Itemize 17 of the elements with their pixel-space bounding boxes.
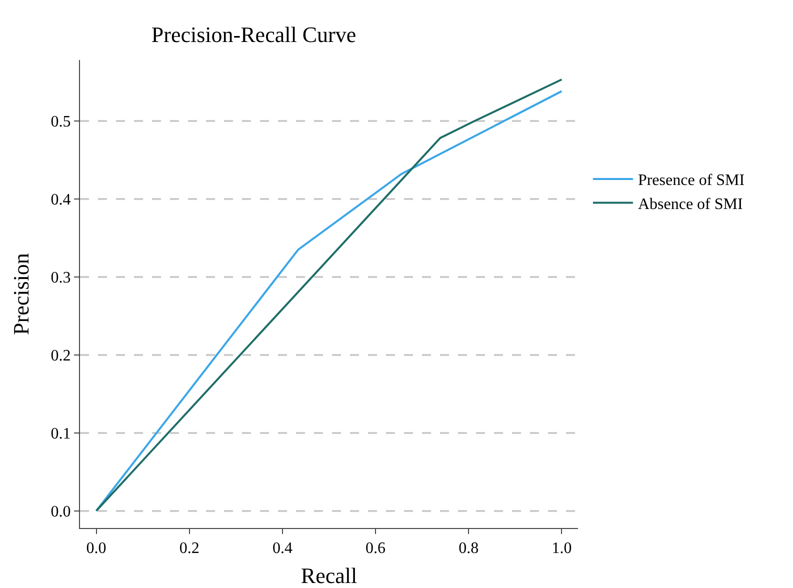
x-axis-title: Recall [300,563,358,588]
y-tick-label: 0.0 [50,503,71,520]
x-tick-label: 0.8 [458,540,479,558]
y-tick-label: 0.2 [50,347,71,364]
x-tick-label: 0.0 [86,540,106,558]
y-tick-label: 0.4 [50,191,71,208]
y-tick-label: 0.1 [50,425,71,442]
x-tick-label: 0.6 [366,540,386,558]
y-tick-label: 0.5 [50,113,71,130]
x-tick-label: 0.2 [179,540,200,558]
x-tick-label: 1.0 [552,540,572,558]
legend-label: Presence of SMI [638,172,745,190]
legend-label: Absence of SMI [638,196,743,213]
chart-title: Precision-Recall Curve [151,22,356,47]
y-axis-title: Precision [8,253,34,335]
y-tick-label: 0.3 [50,269,71,286]
x-tick-label: 0.4 [272,540,292,558]
